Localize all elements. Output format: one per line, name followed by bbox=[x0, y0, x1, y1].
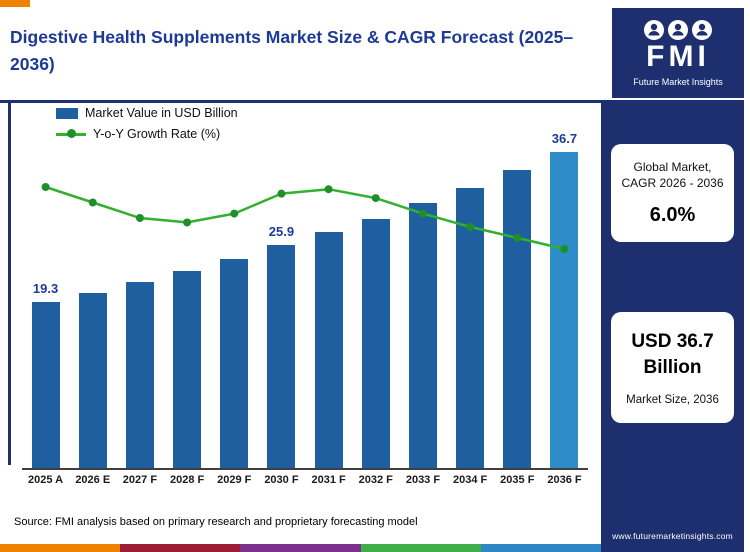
source-note: Source: FMI analysis based on primary re… bbox=[14, 516, 418, 528]
page-title: Digestive Health Supplements Market Size… bbox=[10, 27, 574, 75]
left-divider bbox=[8, 103, 11, 465]
bar-2029 F bbox=[220, 259, 249, 468]
sidebar: Global Market, CAGR 2026 - 2036 6.0% USD… bbox=[601, 100, 744, 552]
growth-point bbox=[324, 185, 333, 194]
header-divider bbox=[0, 100, 604, 103]
logo-subtext: Future Market Insights bbox=[633, 77, 723, 88]
bottom-color-strip bbox=[0, 544, 602, 552]
growth-point bbox=[230, 209, 239, 218]
bar-line-chart: 19.3 25.9 36.7 bbox=[22, 107, 588, 470]
market-size-value-line1: USD 36.7 bbox=[631, 331, 714, 353]
bar-swatch-icon bbox=[56, 107, 78, 119]
bar-2033 F bbox=[408, 203, 437, 468]
bar-2028 F bbox=[173, 271, 202, 468]
market-size-value: USD 36.7 Billion bbox=[617, 329, 728, 380]
bar-2034 F bbox=[456, 187, 485, 468]
bar-2031 F bbox=[314, 232, 343, 468]
chart-legend: Market Value in USD Billion Y-o-Y Growth… bbox=[56, 106, 238, 148]
legend-item-bar: Market Value in USD Billion bbox=[56, 106, 238, 120]
bar-2026 E bbox=[78, 292, 107, 468]
x-tick-2026 E: 2026 E bbox=[75, 474, 111, 486]
x-tick-2025 A: 2025 A bbox=[28, 474, 64, 486]
header: Digestive Health Supplements Market Size… bbox=[10, 24, 595, 78]
bar-value-label: 19.3 bbox=[32, 281, 59, 297]
bar-2025 A bbox=[31, 302, 60, 468]
bar-2032 F bbox=[361, 218, 390, 468]
x-tick-2033 F: 2033 F bbox=[405, 474, 441, 486]
bar-value-label: 36.7 bbox=[551, 131, 578, 147]
cagr-card-line2: CAGR 2026 - 2036 bbox=[621, 176, 724, 191]
strip-segment-1 bbox=[0, 544, 121, 552]
market-size-caption: Market Size, 2036 bbox=[626, 393, 719, 406]
growth-point bbox=[135, 214, 144, 223]
strip-segment-5 bbox=[480, 544, 602, 552]
growth-point bbox=[371, 194, 380, 203]
x-tick-2029 F: 2029 F bbox=[217, 474, 252, 486]
legend-item-line: Y-o-Y Growth Rate (%) bbox=[56, 127, 238, 141]
cagr-value: 6.0% bbox=[649, 204, 696, 227]
bar-value-label: 25.9 bbox=[268, 224, 295, 240]
strip-segment-3 bbox=[240, 544, 361, 552]
legend-bar-label: Market Value in USD Billion bbox=[85, 106, 238, 120]
fmi-logo: FMI Future Market Insights bbox=[612, 8, 744, 98]
x-tick-2035 F: 2035 F bbox=[500, 474, 535, 486]
person-icon bbox=[692, 19, 712, 40]
bar-2036 F bbox=[550, 152, 579, 468]
x-tick-2034 F: 2034 F bbox=[453, 474, 488, 486]
growth-point bbox=[183, 218, 192, 227]
top-accent-bar bbox=[0, 0, 30, 7]
line-dot-icon bbox=[67, 129, 76, 138]
x-tick-2036 F: 2036 F bbox=[547, 474, 582, 486]
x-tick-2028 F: 2028 F bbox=[169, 474, 205, 486]
strip-segment-4 bbox=[360, 544, 481, 552]
website-link[interactable]: www.futuremarketinsights.com bbox=[612, 531, 733, 541]
logo-text: FMI bbox=[646, 39, 710, 73]
growth-point bbox=[41, 183, 50, 191]
people-icons bbox=[644, 19, 712, 40]
person-icon bbox=[668, 19, 688, 40]
bar-2030 F bbox=[267, 245, 296, 468]
bar-2027 F bbox=[125, 282, 154, 468]
growth-point bbox=[88, 198, 97, 207]
cagr-card-line1: Global Market, bbox=[633, 160, 712, 174]
person-icon bbox=[644, 19, 664, 40]
cagr-card: Global Market, CAGR 2026 - 2036 6.0% bbox=[611, 144, 734, 243]
x-tick-2032 F: 2032 F bbox=[358, 474, 393, 486]
x-axis-labels: 2025 A 2026 E 2027 F 2028 F 2029 F 2030 F 2031… bbox=[22, 474, 588, 486]
x-tick-2030 F: 2030 F bbox=[264, 474, 299, 486]
x-tick-2031 F: 2031 F bbox=[311, 474, 346, 486]
market-size-card: USD 36.7 Billion Market Size, 2036 bbox=[611, 312, 734, 423]
x-tick-2027 F: 2027 F bbox=[122, 474, 158, 486]
strip-segment-2 bbox=[120, 544, 241, 552]
market-size-value-line2: Billion bbox=[643, 357, 702, 379]
growth-point bbox=[277, 189, 286, 198]
bar-2035 F bbox=[503, 170, 532, 468]
legend-line-label: Y-o-Y Growth Rate (%) bbox=[93, 127, 221, 141]
line-swatch-icon bbox=[56, 129, 86, 138]
